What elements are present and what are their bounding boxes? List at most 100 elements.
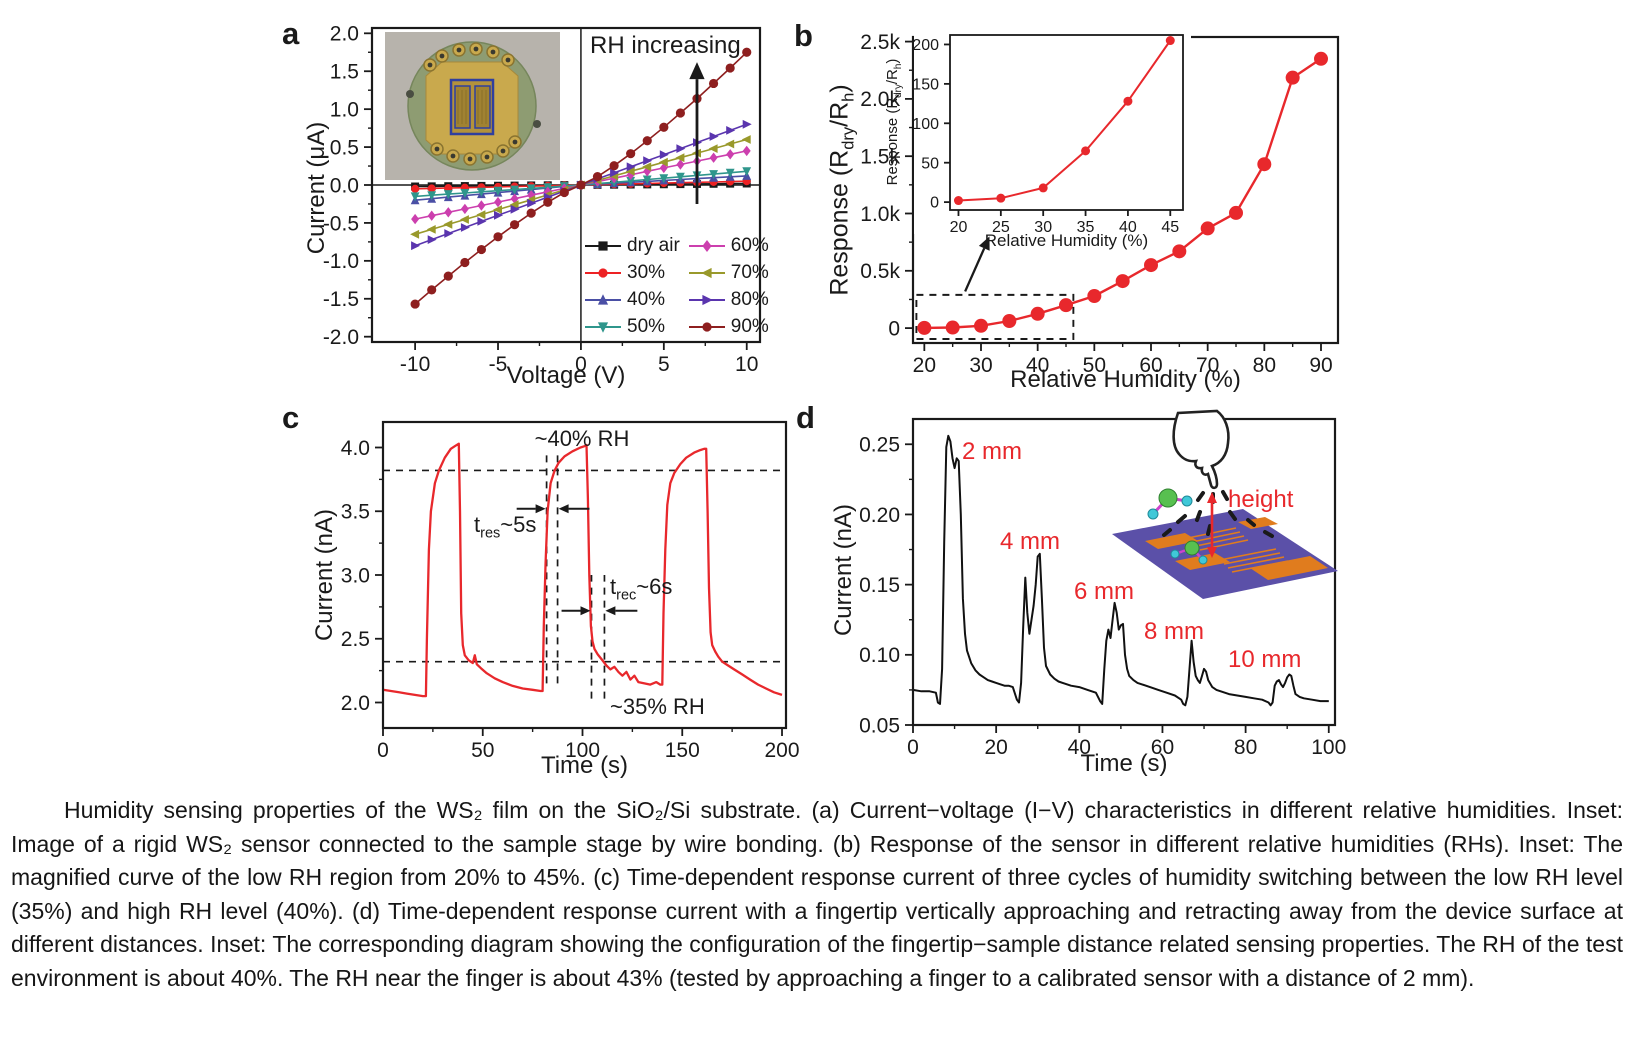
- series-response-low-rh: [953, 36, 1175, 206]
- screw-hole-right: [533, 120, 541, 128]
- svg-text:2.0: 2.0: [341, 692, 370, 715]
- svg-text:2.0k: 2.0k: [860, 88, 900, 111]
- legend-item-40: 40%: [584, 286, 680, 313]
- rh-high-annotation: ~40% RH: [534, 426, 630, 451]
- panel-d-yaxis-label: Current (nA): [830, 503, 857, 637]
- svg-text:80: 80: [1234, 736, 1257, 759]
- legend-marker-70: [688, 267, 725, 278]
- recovery-time-annotation: trec~6s: [610, 574, 672, 603]
- svg-text:80: 80: [1253, 354, 1276, 377]
- svg-text:-2.0: -2.0: [323, 326, 359, 349]
- t-rec-sub: rec: [616, 587, 637, 604]
- panel-c-xaxis-label: Time (s): [540, 752, 629, 779]
- screw-hole-left: [406, 90, 414, 98]
- svg-text:60: 60: [1151, 736, 1174, 759]
- svg-text:0.15: 0.15: [859, 574, 900, 597]
- panel-b-yaxis-label: Response (Rdry/Rh): [826, 84, 859, 295]
- svg-text:40: 40: [1026, 354, 1049, 377]
- panel-d-letter: d: [796, 400, 815, 435]
- svg-text:20: 20: [950, 219, 968, 236]
- svg-text:10: 10: [735, 353, 758, 376]
- legend-marker-40: [585, 293, 621, 305]
- t-rec-value: ~6s: [636, 574, 673, 599]
- panel-d-chart: 0 20 40 60 80 100 0.05 0.10 0.15 0.20 0.25: [859, 417, 1346, 759]
- legend-label-50: 50%: [627, 315, 666, 337]
- svg-text:0.20: 0.20: [859, 504, 900, 527]
- legend-item-90: 90%: [688, 313, 769, 340]
- svg-text:60: 60: [1139, 354, 1162, 377]
- panel-d-xaxis-label: Time (s): [1080, 750, 1168, 777]
- svg-text:150: 150: [912, 76, 939, 93]
- series-response: [917, 51, 1328, 335]
- legend-item-70: 70%: [688, 259, 769, 286]
- svg-text:30: 30: [969, 354, 992, 377]
- svg-text:0.25: 0.25: [859, 434, 900, 457]
- svg-text:40: 40: [1119, 219, 1137, 236]
- ylabel-sub-h: h: [839, 92, 858, 102]
- ylabel-post: ): [825, 84, 854, 93]
- svg-text:100: 100: [1311, 736, 1346, 759]
- legend-label-dry-air: dry air: [627, 234, 680, 256]
- svg-text:1.0k: 1.0k: [860, 203, 900, 226]
- svg-text:100: 100: [912, 116, 939, 133]
- svg-text:50: 50: [921, 155, 939, 172]
- svg-text:25: 25: [992, 219, 1010, 236]
- svg-text:100: 100: [565, 739, 600, 762]
- svg-text:150: 150: [665, 739, 700, 762]
- svg-text:0.5: 0.5: [330, 136, 359, 159]
- svg-text:50: 50: [471, 739, 494, 762]
- panel-c: c 0 50 100 150 200 2.0 2.5 3.0 3.5 4.0 Time (s) C…: [270, 392, 800, 796]
- panel-b-inset-chart: 20 25 30 35 40 45 0 50 100 150 200: [912, 29, 1191, 236]
- panel-b: b 20 30 40 50 60 70 80 90 0 0.5k 1.0k 1.5k 2.0k 2.5k …: [780, 10, 1344, 408]
- panel-c-letter: c: [282, 400, 300, 435]
- svg-text:20: 20: [984, 736, 1007, 759]
- series-90%: [410, 47, 752, 309]
- legend-label-30: 30%: [627, 261, 666, 283]
- svg-text:-1.0: -1.0: [323, 250, 359, 273]
- distance-label-4mm: 4 mm: [1000, 528, 1060, 555]
- chip-stripes: [457, 90, 487, 124]
- legend-item-50: 50%: [584, 313, 680, 340]
- panel-a-xaxis-label: Voltage (V): [506, 362, 626, 389]
- inset-ylabel-pre: Response (R: [884, 97, 901, 186]
- svg-text:90: 90: [1309, 354, 1332, 377]
- svg-text:70: 70: [1196, 354, 1219, 377]
- legend-item-dry-air: dry air: [584, 232, 680, 259]
- svg-text:-5: -5: [489, 353, 508, 376]
- panel-d: d 0 20 40 60 80 100 0.05 0.10 0.15 0.20 0.25 Time …: [780, 392, 1346, 796]
- svg-text:0.10: 0.10: [859, 644, 900, 667]
- svg-text:45: 45: [1161, 219, 1179, 236]
- ylabel-sub-dry: dry: [839, 126, 858, 150]
- svg-text:-1.5: -1.5: [323, 288, 359, 311]
- legend-marker-80: [688, 294, 725, 305]
- svg-text:0.05: 0.05: [859, 714, 900, 737]
- legend-label-60: 60%: [730, 234, 769, 256]
- legend-label-70: 70%: [730, 261, 769, 283]
- ylabel-pre: Response (R: [825, 149, 854, 296]
- svg-text:200: 200: [912, 37, 939, 54]
- svg-text:3.0: 3.0: [341, 564, 370, 587]
- t-res-base: t: [474, 512, 481, 537]
- svg-text:0: 0: [907, 736, 919, 759]
- svg-text:20: 20: [913, 354, 936, 377]
- svg-text:2.5k: 2.5k: [860, 31, 900, 54]
- distance-label-10mm: 10 mm: [1228, 646, 1302, 673]
- legend-item-30: 30%: [584, 259, 680, 286]
- legend-item-60: 60%: [688, 232, 769, 259]
- figure-caption: Humidity sensing properties of the WS₂ f…: [11, 797, 1623, 991]
- svg-text:1.5: 1.5: [330, 61, 359, 84]
- panel-b-inset-xaxis-label: Relative Humidity (%): [984, 231, 1149, 250]
- inset-ylabel-sub-h: h: [893, 63, 904, 70]
- legend-marker-dry-air: [585, 240, 621, 251]
- legend-marker-90: [688, 321, 725, 332]
- panel-b-inset: 20 25 30 35 40 45 0 50 100 150 200 Relative Humidi…: [880, 26, 1210, 262]
- panel-b-letter: b: [794, 18, 813, 53]
- svg-text:-10: -10: [400, 353, 430, 376]
- legend-marker-30: [585, 267, 621, 278]
- response-time-annotation: tres~5s: [474, 512, 536, 541]
- svg-text:50: 50: [1083, 354, 1106, 377]
- legend-label-80: 80%: [730, 288, 769, 310]
- svg-text:0: 0: [575, 353, 587, 376]
- legend-marker-60: [688, 239, 725, 252]
- panel-a-yaxis-label: Current (μA): [303, 121, 330, 255]
